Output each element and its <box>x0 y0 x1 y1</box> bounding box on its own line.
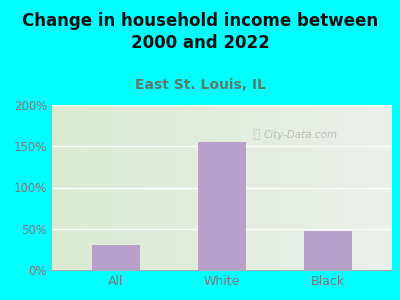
Text: ⦿: ⦿ <box>252 128 260 141</box>
Text: East St. Louis, IL: East St. Louis, IL <box>134 78 266 92</box>
Bar <box>198 142 246 270</box>
Text: City-Data.com: City-Data.com <box>263 130 337 140</box>
Bar <box>92 245 140 270</box>
Text: Change in household income between
2000 and 2022: Change in household income between 2000 … <box>22 12 378 52</box>
Bar <box>304 231 352 270</box>
